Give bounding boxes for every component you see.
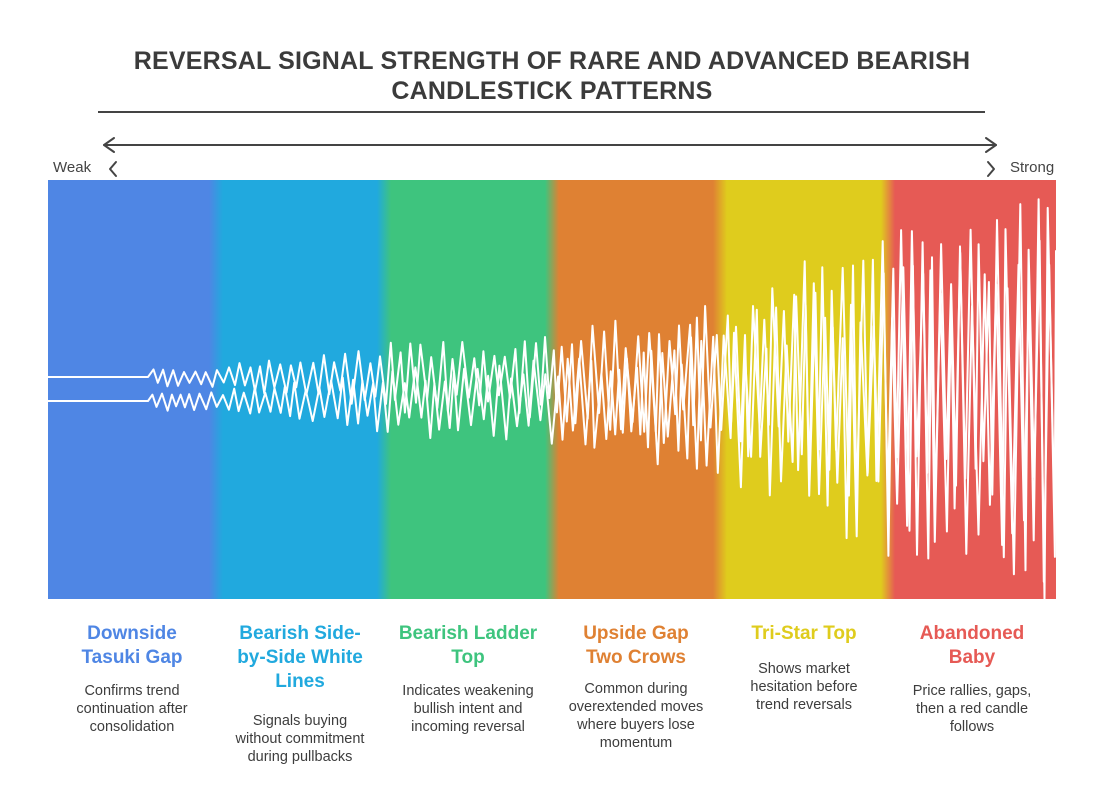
pattern-title: Abandoned Baby: [919, 623, 1025, 668]
strong-label: Strong: [1010, 159, 1055, 176]
spectrum-band: [48, 180, 217, 599]
title-line-2: CANDLESTICK PATTERNS: [391, 77, 713, 105]
pattern-description: Common during overextended moves where b…: [568, 681, 704, 751]
scale-left-arrowhead-icon: [103, 137, 115, 153]
pattern-description: Shows market hesitation before trend rev…: [750, 661, 858, 713]
band-blend: [209, 180, 223, 599]
pattern-title: Tri-Star Top: [751, 623, 857, 644]
pattern-column-bearish-side-by-side-white-lines: Bearish Side-by-Side White Lines Signals …: [216, 622, 384, 766]
pattern-column-abandoned-baby: Abandoned Baby Price rallies, gaps, then …: [888, 622, 1056, 736]
weak-chevron-icon: [109, 161, 117, 177]
page-title: REVERSAL SIGNAL STRENGTH OF RARE AND ADV…: [0, 46, 1104, 106]
pattern-title: Upside Gap Two Crows: [583, 623, 689, 668]
pattern-title: Downside Tasuki Gap: [81, 623, 183, 668]
weak-label: Weak: [53, 159, 92, 176]
pattern-column-downside-tasuki-gap: Downside Tasuki Gap Confirms trend contin…: [48, 622, 216, 736]
signal-spectrum: [48, 180, 1056, 599]
spectrum-graphic: [48, 180, 1056, 599]
pattern-description: Confirms trend continuation after consol…: [76, 683, 188, 735]
title-line-1: REVERSAL SIGNAL STRENGTH OF RARE AND ADV…: [133, 47, 971, 75]
pattern-description: Price rallies, gaps, then a red candle f…: [912, 683, 1032, 735]
pattern-description: Indicates weakening bullish intent and i…: [402, 683, 534, 735]
pattern-title: Bearish Ladder Top: [398, 623, 538, 668]
band-blend: [545, 180, 559, 599]
signal-wave-line: [48, 198, 1056, 599]
spectrum-band: [216, 180, 385, 599]
pattern-description: Signals buying without commitment during…: [235, 713, 365, 765]
signal-wave-line: [48, 203, 1056, 583]
pattern-column-upside-gap-two-crows: Upside Gap Two Crows Common during overex…: [552, 622, 720, 752]
pattern-column-tri-star-top: Tri-Star Top Shows market hesitation befo…: [720, 622, 888, 714]
title-underline: [98, 111, 985, 113]
scale-right-arrowhead-icon: [985, 137, 997, 153]
pattern-title: Bearish Side-by-Side White Lines: [237, 623, 363, 692]
pattern-column-bearish-ladder-top: Bearish Ladder Top Indicates weakening bu…: [384, 622, 552, 736]
strong-chevron-icon: [987, 161, 995, 177]
